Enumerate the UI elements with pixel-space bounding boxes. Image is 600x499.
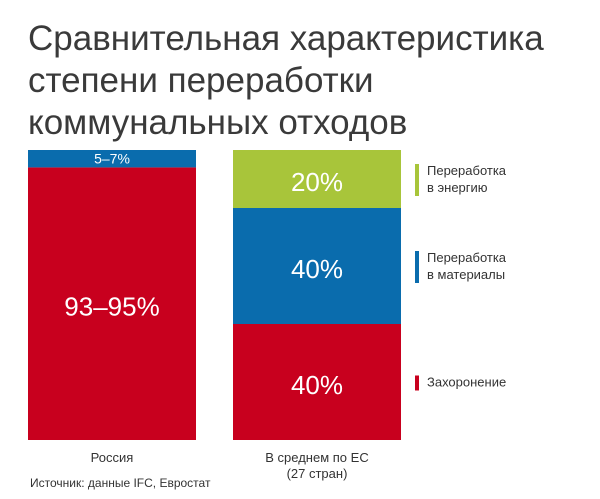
title-line: Сравнительная характеристика (28, 19, 544, 58)
legend-label: в энергию (427, 180, 488, 195)
data-label: 40% (291, 370, 343, 400)
category-label: Россия (91, 450, 134, 465)
title-line: степени переработки (28, 61, 374, 100)
legend-swatch (415, 164, 419, 196)
data-label: 93–95% (64, 292, 159, 322)
bar-segment (233, 208, 401, 324)
data-label: 5–7% (94, 151, 130, 167)
legend-swatch (415, 251, 419, 283)
legend-label: в материалы (427, 267, 505, 282)
legend-label: Переработка (427, 250, 507, 265)
chart-title: Сравнительная характеристика степени пер… (28, 18, 588, 144)
title-line: коммунальных отходов (28, 103, 408, 142)
category-label: В среднем по ЕС (265, 450, 368, 465)
source-note: Источник: данные IFC, Евростат (30, 476, 211, 490)
bar-segment (28, 150, 196, 168)
data-label: 40% (291, 254, 343, 284)
legend-swatch (415, 375, 419, 391)
data-label: 20% (291, 167, 343, 197)
bar-segment (233, 150, 401, 208)
legend-label: Переработка (427, 163, 507, 178)
category-label: (27 стран) (287, 466, 348, 481)
legend-label: Захоронение (427, 375, 506, 390)
bar-segment (28, 167, 196, 440)
bar-segment (233, 324, 401, 440)
